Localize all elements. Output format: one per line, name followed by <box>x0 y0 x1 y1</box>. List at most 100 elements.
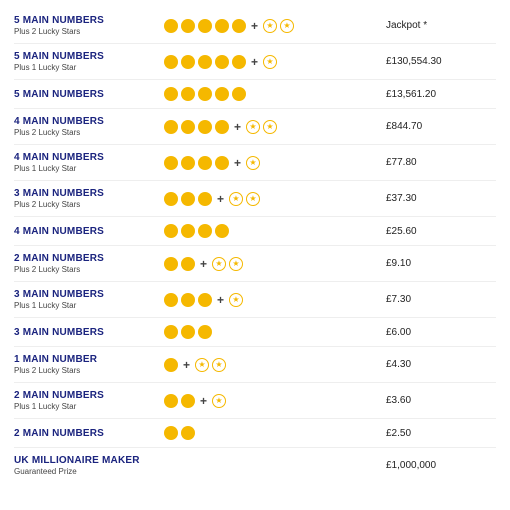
lucky-star-icon: ★ <box>246 156 260 170</box>
tier-title: 2 MAIN NUMBERS <box>14 428 164 439</box>
tier-prize: £37.30 <box>386 193 496 204</box>
tier-subtitle: Plus 1 Lucky Star <box>14 301 164 310</box>
tier-subtitle: Plus 2 Lucky Stars <box>14 128 164 137</box>
tier-subtitle: Guaranteed Prize <box>14 467 164 476</box>
tier-title: 4 MAIN NUMBERS <box>14 116 164 127</box>
tier-label: 5 MAIN NUMBERSPlus 1 Lucky Star <box>14 51 164 72</box>
prize-row: 4 MAIN NUMBERSPlus 2 Lucky Stars+★★£844.… <box>14 109 496 145</box>
tier-prize: £130,554.30 <box>386 56 496 67</box>
tier-prize: £7.30 <box>386 294 496 305</box>
number-ball-icon <box>198 293 212 307</box>
number-ball-icon <box>164 426 178 440</box>
tier-title: 3 MAIN NUMBERS <box>14 327 164 338</box>
number-ball-icon <box>181 156 195 170</box>
plus-icon: + <box>251 19 258 33</box>
number-ball-icon <box>198 325 212 339</box>
tier-title: 1 MAIN NUMBER <box>14 354 164 365</box>
tier-title: 3 MAIN NUMBERS <box>14 289 164 300</box>
number-ball-icon <box>198 19 212 33</box>
number-ball-icon <box>181 87 195 101</box>
prize-row: 2 MAIN NUMBERS £2.50 <box>14 419 496 448</box>
tier-label: UK MILLIONAIRE MAKERGuaranteed Prize <box>14 455 164 476</box>
lucky-star-icon: ★ <box>195 358 209 372</box>
plus-icon: + <box>183 358 190 372</box>
prize-table: 5 MAIN NUMBERSPlus 2 Lucky Stars+★★Jackp… <box>14 8 496 483</box>
number-ball-icon <box>198 120 212 134</box>
lucky-star-icon: ★ <box>263 55 277 69</box>
prize-row: 5 MAIN NUMBERSPlus 1 Lucky Star+★£130,55… <box>14 44 496 80</box>
plus-icon: + <box>234 120 241 134</box>
lucky-star-icon: ★ <box>212 358 226 372</box>
number-ball-icon <box>181 394 195 408</box>
tier-prize: £6.00 <box>386 327 496 338</box>
tier-subtitle: Plus 2 Lucky Stars <box>14 200 164 209</box>
tier-label: 2 MAIN NUMBERSPlus 1 Lucky Star <box>14 390 164 411</box>
tier-prize: £2.50 <box>386 428 496 439</box>
number-ball-icon <box>181 55 195 69</box>
tier-title: 4 MAIN NUMBERS <box>14 226 164 237</box>
tier-balls <box>164 87 386 101</box>
number-ball-icon <box>164 325 178 339</box>
plus-icon: + <box>200 257 207 271</box>
number-ball-icon <box>181 293 195 307</box>
tier-balls: + ★★ <box>164 257 386 271</box>
prize-row: 1 MAIN NUMBERPlus 2 Lucky Stars+★★£4.30 <box>14 347 496 383</box>
number-ball-icon <box>164 55 178 69</box>
lucky-star-icon: ★ <box>229 257 243 271</box>
tier-label: 3 MAIN NUMBERSPlus 2 Lucky Stars <box>14 188 164 209</box>
number-ball-icon <box>198 192 212 206</box>
lucky-star-icon: ★ <box>212 257 226 271</box>
number-ball-icon <box>181 224 195 238</box>
number-ball-icon <box>164 394 178 408</box>
tier-balls: + ★★ <box>164 358 386 372</box>
tier-balls: +★★ <box>164 120 386 134</box>
tier-prize: Jackpot * <box>386 20 496 31</box>
lucky-star-icon: ★ <box>280 19 294 33</box>
number-ball-icon <box>215 87 229 101</box>
tier-title: 2 MAIN NUMBERS <box>14 253 164 264</box>
number-ball-icon <box>215 120 229 134</box>
tier-balls <box>164 426 386 440</box>
tier-balls: +★ <box>164 55 386 69</box>
tier-prize: £13,561.20 <box>386 89 496 100</box>
number-ball-icon <box>164 358 178 372</box>
number-ball-icon <box>164 87 178 101</box>
tier-balls: + ★★ <box>164 19 386 33</box>
tier-title: 3 MAIN NUMBERS <box>14 188 164 199</box>
tier-prize: £4.30 <box>386 359 496 370</box>
number-ball-icon <box>164 120 178 134</box>
tier-balls: +★ <box>164 156 386 170</box>
prize-row: 3 MAIN NUMBERSPlus 1 Lucky Star+★£7.30 <box>14 282 496 318</box>
number-ball-icon <box>164 293 178 307</box>
tier-subtitle: Plus 2 Lucky Stars <box>14 265 164 274</box>
lucky-star-icon: ★ <box>229 192 243 206</box>
tier-balls: +★ <box>164 293 386 307</box>
tier-prize: £25.60 <box>386 226 496 237</box>
prize-row: 4 MAIN NUMBERS £25.60 <box>14 217 496 246</box>
tier-prize: £844.70 <box>386 121 496 132</box>
tier-label: 5 MAIN NUMBERSPlus 2 Lucky Stars <box>14 15 164 36</box>
lucky-star-icon: ★ <box>246 120 260 134</box>
lucky-star-icon: ★ <box>263 19 277 33</box>
number-ball-icon <box>198 156 212 170</box>
tier-title: 5 MAIN NUMBERS <box>14 51 164 62</box>
tier-title: UK MILLIONAIRE MAKER <box>14 455 164 466</box>
tier-label: 3 MAIN NUMBERSPlus 1 Lucky Star <box>14 289 164 310</box>
tier-label: 2 MAIN NUMBERS <box>14 428 164 439</box>
number-ball-icon <box>164 19 178 33</box>
tier-label: 4 MAIN NUMBERSPlus 1 Lucky Star <box>14 152 164 173</box>
prize-row: 2 MAIN NUMBERSPlus 2 Lucky Stars + ★★ £9.10 <box>14 246 496 282</box>
tier-balls <box>164 325 386 339</box>
number-ball-icon <box>232 87 246 101</box>
tier-label: 4 MAIN NUMBERS <box>14 226 164 237</box>
prize-row: 4 MAIN NUMBERSPlus 1 Lucky Star+★£77.80 <box>14 145 496 181</box>
prize-row: UK MILLIONAIRE MAKERGuaranteed Prize£1,0… <box>14 448 496 483</box>
plus-icon: + <box>234 156 241 170</box>
tier-label: 5 MAIN NUMBERS <box>14 89 164 100</box>
lucky-star-icon: ★ <box>246 192 260 206</box>
tier-prize: £9.10 <box>386 258 496 269</box>
number-ball-icon <box>164 257 178 271</box>
tier-prize: £3.60 <box>386 395 496 406</box>
lucky-star-icon: ★ <box>229 293 243 307</box>
tier-label: 4 MAIN NUMBERSPlus 2 Lucky Stars <box>14 116 164 137</box>
